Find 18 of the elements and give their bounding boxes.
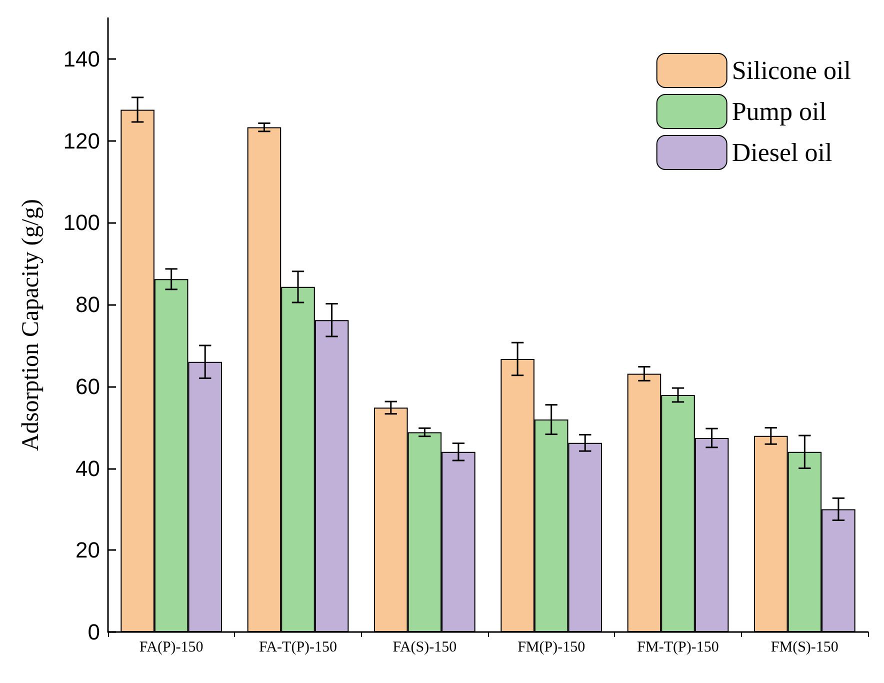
legend-label: Diesel oil — [732, 138, 832, 167]
x-tick-label: FM-T(P)-150 — [637, 640, 719, 656]
y-tick-label: 140 — [63, 46, 100, 72]
x-tick-label: FM(S)-150 — [770, 640, 838, 656]
y-tick-label: 120 — [63, 128, 100, 154]
legend-label: Silicone oil — [732, 56, 852, 85]
y-tick-label: 0 — [88, 620, 100, 644]
y-tick-label: 40 — [76, 456, 100, 481]
y-tick-label: 60 — [76, 374, 100, 399]
x-tick-label: FM(P)-150 — [518, 640, 586, 656]
x-tick-label: FA(P)-150 — [139, 640, 204, 656]
y-axis-title: Adsorption Capacity (g/g) — [18, 199, 44, 451]
x-tick-label: FA(S)-150 — [392, 640, 457, 656]
y-tick-label: 20 — [76, 538, 100, 563]
y-tick-label: 80 — [76, 292, 100, 318]
x-tick-label: FA-T(P)-150 — [258, 640, 338, 656]
legend-label: Pump oil — [732, 97, 826, 126]
y-tick-label: 100 — [63, 210, 100, 236]
